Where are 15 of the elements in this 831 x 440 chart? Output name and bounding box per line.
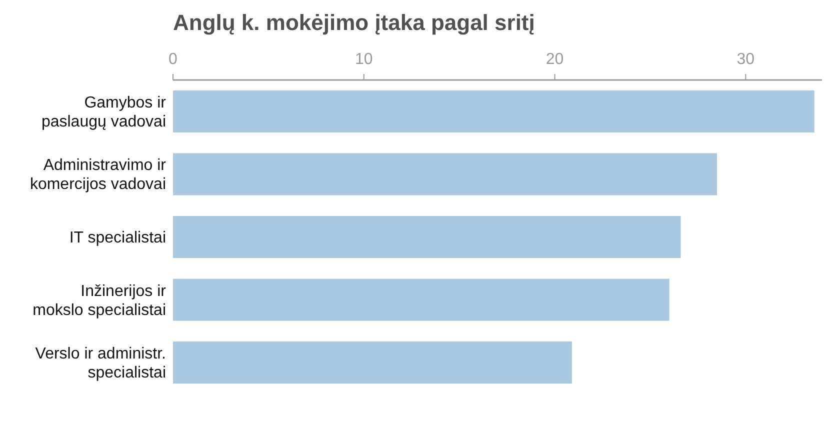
y-tick-label: Verslo ir administr. specialistai (35, 346, 166, 382)
y-tick-label: IT specialistai (69, 230, 166, 246)
x-tick-label: 30 (736, 51, 755, 68)
x-tick-label: 20 (546, 51, 564, 68)
chart-title: Anglų k. mokėjimo įtaka pagal sritį (173, 10, 535, 35)
y-tick-label: Inžinerijos ir mokslo specialistai (32, 282, 167, 319)
y-tick-label: Administravimo ir komercijos vadovai (30, 157, 167, 194)
x-tick-label: 10 (354, 51, 373, 68)
bar (173, 216, 681, 258)
bar (173, 342, 572, 384)
bar (173, 90, 814, 132)
bar (173, 278, 670, 321)
y-tick-label: Gamybos ir paslaugų vadovai (41, 94, 167, 130)
x-tick-label: 0 (168, 51, 178, 68)
bar (173, 153, 718, 196)
